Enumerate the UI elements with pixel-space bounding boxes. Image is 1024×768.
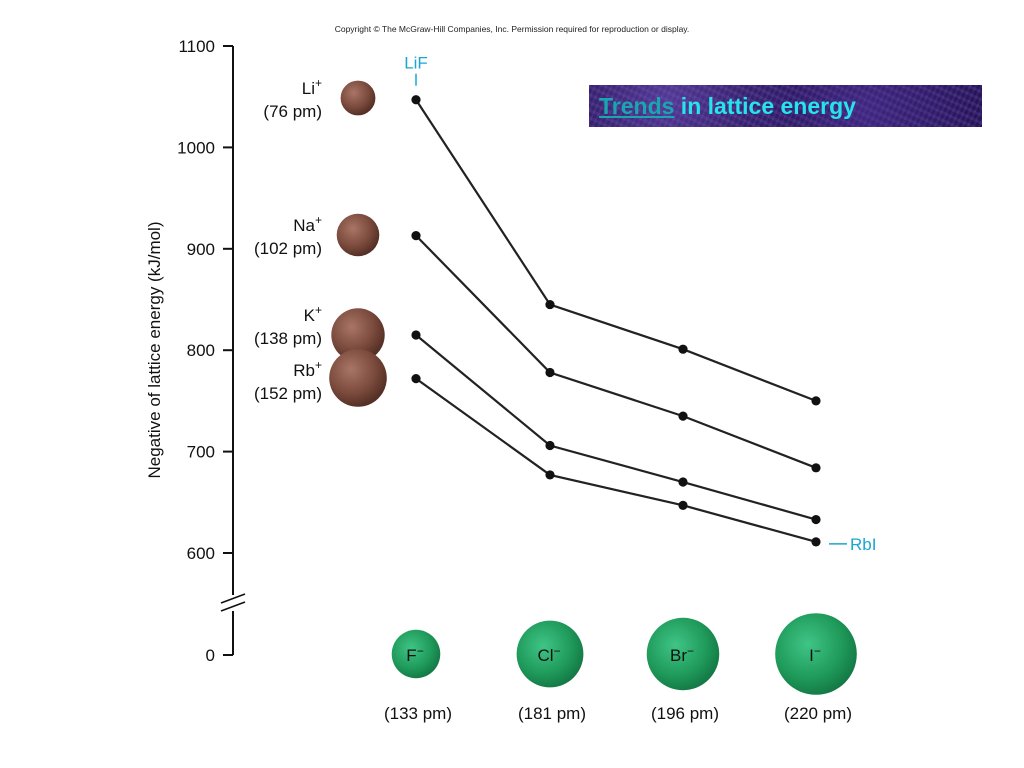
cation-charge: + [315,303,322,317]
anion-symbol: Br [670,646,687,665]
cation-label-li: Li+ (76 pm) [263,76,322,121]
cation-radius: (76 pm) [263,102,322,121]
data-point-rb-cl [545,470,555,480]
y-tick-label: 600 [187,544,215,563]
cation-label-na: Na+ (102 pm) [254,213,322,258]
svg-text:Rb+: Rb+ [293,358,322,380]
data-point-k-br [678,477,688,487]
svg-text:Cl−: Cl− [537,644,560,665]
anion-symbol: I [809,646,814,665]
cation-symbol: Rb [293,361,315,380]
anion-symbol: F [406,646,416,665]
data-point-na-f [411,231,421,241]
series-line-li [415,99,817,402]
anion-br: Br− (196 pm) [646,617,720,723]
axis-break-mark [220,601,246,612]
data-point-rb-f [411,373,421,384]
y-axis: 1100 1000 900 800 700 600 0 [177,37,246,665]
svg-text:Na+: Na+ [293,213,322,235]
title-banner: Trends in lattice energy [589,85,982,127]
anion-labels: F−(133 pm)Cl−(181 pm)Br−(196 pm)I−(220 p… [384,613,857,723]
banner-title-text: in lattice energy [674,93,856,119]
y-tick-label: 0 [206,646,215,665]
anion-charge: − [814,644,821,658]
anion-sphere-br [646,617,720,691]
anion-i: I− (220 pm) [775,613,857,723]
y-tick-label: 700 [187,443,215,462]
cation-sphere-li [340,80,376,116]
cation-radius: (152 pm) [254,384,322,403]
svg-text:Li+: Li+ [302,76,322,98]
data-point-k-f [411,330,421,340]
axis-break-mark [220,593,246,604]
svg-text:I−: I− [809,644,821,665]
anion-symbol: Cl [537,646,553,665]
cation-symbol: K [304,306,316,325]
series-line-k [415,334,817,521]
data-point-li-cl [545,299,555,310]
data-point-na-br [678,411,688,421]
svg-text:Br−: Br− [670,644,694,665]
anion-radius: (196 pm) [651,704,719,723]
y-axis-label: Negative of lattice energy (kJ/mol) [145,222,164,479]
cation-label-rb: Rb+ (152 pm) [254,358,322,403]
anion-charge: − [687,644,694,658]
data-point-k-i [811,514,821,525]
cation-charge: + [315,358,322,372]
svg-text:F−: F− [406,644,423,665]
series-lines [411,95,821,547]
annotation-lif: LiF [404,54,428,73]
cation-radius: (102 pm) [254,239,322,258]
y-tick-label: 1100 [178,37,215,56]
data-point-li-f [411,95,421,105]
anion-charge: − [554,644,561,658]
y-tick-label: 800 [187,341,215,360]
anion-sphere-f [391,629,441,679]
anion-sphere-cl [516,620,584,688]
data-point-rb-br [678,500,688,510]
data-point-li-br [678,344,688,354]
anion-radius: (220 pm) [784,704,852,723]
cation-label-k: K+ (138 pm) [254,303,322,348]
series-line-rb [415,377,817,543]
cation-sphere-rb [329,349,387,407]
data-point-rb-i [811,537,821,547]
anion-radius: (181 pm) [518,704,586,723]
anion-radius: (133 pm) [384,704,452,723]
anion-charge: − [417,644,424,658]
cation-symbol: Li [302,79,315,98]
anion-f: F− (133 pm) [384,629,452,723]
anion-sphere-i [775,613,857,695]
y-tick-label: 900 [187,240,215,259]
cation-symbol: Na [293,216,315,235]
copyright-notice: Copyright © The McGraw-Hill Companies, I… [334,24,690,34]
cation-legend: Li+(76 pm)Na+(102 pm)K+(138 pm)Rb+(152 p… [254,76,387,407]
cation-charge: + [315,213,322,227]
data-point-na-i [811,463,821,473]
annotation-rbi: RbI [850,535,876,554]
cation-sphere-na [336,213,380,257]
trends-link[interactable]: Trends [599,93,675,119]
anion-cl: Cl− (181 pm) [516,620,586,723]
cation-radius: (138 pm) [254,329,322,348]
cation-charge: + [315,76,322,90]
data-point-na-cl [545,367,555,378]
y-tick-label: 1000 [177,138,215,157]
cation-sphere-k [331,308,385,362]
annotations: LiF RbI [404,54,876,554]
data-point-li-i [811,396,821,406]
data-point-k-cl [545,440,555,451]
svg-text:K+: K+ [304,303,322,325]
series-line-na [415,234,817,469]
